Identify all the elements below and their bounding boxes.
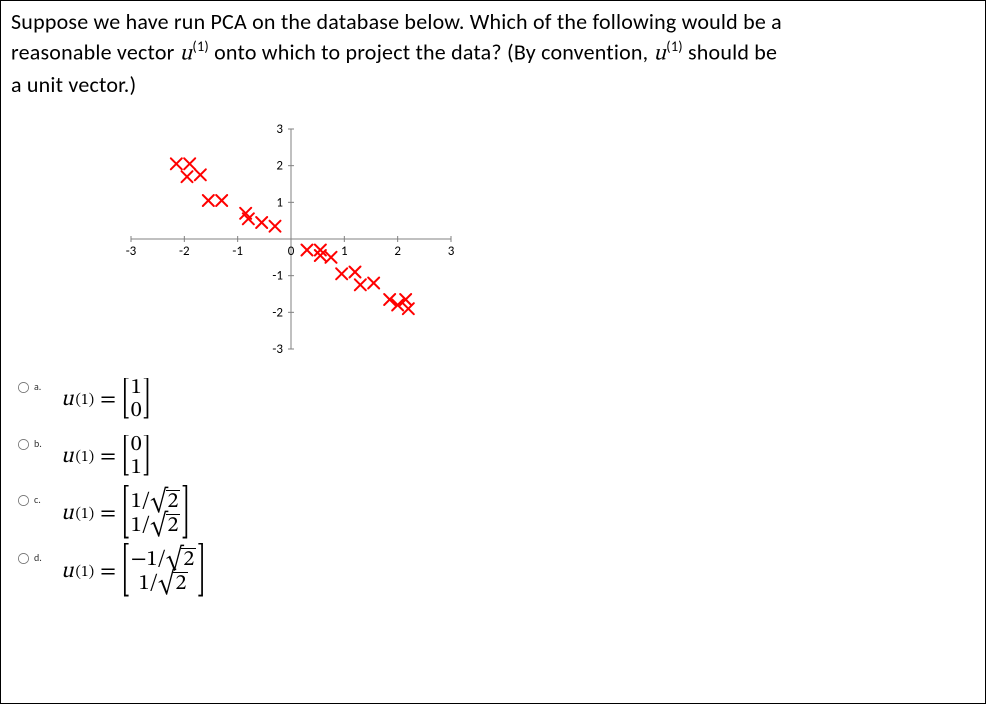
answer-formula: u(1)=[10] [61,377,150,423]
answer-option-b: b.u(1)=[01] [17,434,975,480]
right-bracket-icon: ] [143,372,151,428]
answer-option-a: a.u(1)=[10] [17,377,975,423]
equals: = [100,443,116,471]
svg-text:-1: -1 [232,244,243,259]
question-card: Suppose we have run PCA on the database … [0,0,986,704]
u-symbol: u [180,43,193,65]
svg-text:1: 1 [341,244,348,259]
answer-options: a.u(1)=[10]b.u(1)=[01]c.u(1)=[1/√21/√2]d… [11,377,975,596]
lhs-sup: (1) [76,390,95,410]
question-line3: a unit vector.) [11,71,136,98]
svg-text:-3: -3 [126,244,137,259]
radio-col: b. [17,434,43,451]
right-bracket-icon: ] [197,536,205,609]
answer-radio-a[interactable] [18,382,29,393]
lhs-sup: (1) [76,447,95,467]
svg-text:-2: -2 [272,306,283,321]
answer-radio-d[interactable] [18,553,29,564]
answer-option-d: d.u(1)=[−1/√21/√2] [17,548,975,596]
vector-body: 1/√21/√2 [131,490,181,538]
lhs-u: u [61,500,74,528]
answer-radio-b[interactable] [18,439,29,450]
lhs-u: u [61,443,74,471]
answer-letter: c. [34,494,41,506]
equals: = [100,500,116,528]
question-line2-prefix: reasonable vector [11,38,180,65]
answer-formula: u(1)=[01] [61,434,150,480]
svg-text:3: 3 [276,122,283,137]
answer-formula: u(1)=[−1/√21/√2] [61,548,205,596]
svg-text:-2: -2 [179,244,190,259]
lhs-sup: (1) [76,504,95,524]
u-superscript-2: (1) [666,37,683,55]
vector-body: 10 [131,377,142,423]
radio-col: d. [17,548,43,565]
svg-text:2: 2 [394,244,401,259]
right-bracket-icon: ] [181,477,189,550]
svg-text:2: 2 [276,159,283,174]
question-line2-end: should be [683,38,777,65]
answer-letter: a. [34,381,41,393]
question-line2-mid: onto which to project the data? (By conv… [209,38,654,65]
vector-body: 01 [131,434,142,480]
svg-text:0: 0 [288,244,295,259]
radio-col: a. [17,377,43,394]
equals: = [100,558,116,586]
pca-scatter-chart: -3 -2 -1 0 1 2 3 -3 -2 -1 1 2 3 [111,109,471,369]
vector-body: −1/√21/√2 [131,548,197,596]
answer-radio-c[interactable] [18,495,29,506]
left-bracket-icon: [ [122,372,130,428]
answer-option-c: c.u(1)=[1/√21/√2] [17,490,975,538]
lhs-u: u [61,558,74,586]
left-bracket-icon: [ [122,429,130,485]
u-superscript: (1) [192,37,209,55]
svg-text:-3: -3 [272,342,283,357]
chart-container: -3 -2 -1 0 1 2 3 -3 -2 -1 1 2 3 [11,109,986,369]
answer-formula: u(1)=[1/√21/√2] [61,490,189,538]
lhs-u: u [61,386,74,414]
u-symbol-2: u [654,43,667,65]
question-line1: Suppose we have run PCA on the database … [11,8,782,35]
right-bracket-icon: ] [143,429,151,485]
answer-letter: b. [34,438,42,450]
question-text: Suppose we have run PCA on the database … [11,7,975,99]
svg-text:-1: -1 [272,269,283,284]
answer-letter: d. [34,552,42,564]
equals: = [100,386,116,414]
lhs-sup: (1) [76,562,95,582]
svg-text:1: 1 [276,196,283,211]
left-bracket-icon: [ [122,536,130,609]
radio-col: c. [17,490,43,507]
svg-text:3: 3 [448,244,455,259]
